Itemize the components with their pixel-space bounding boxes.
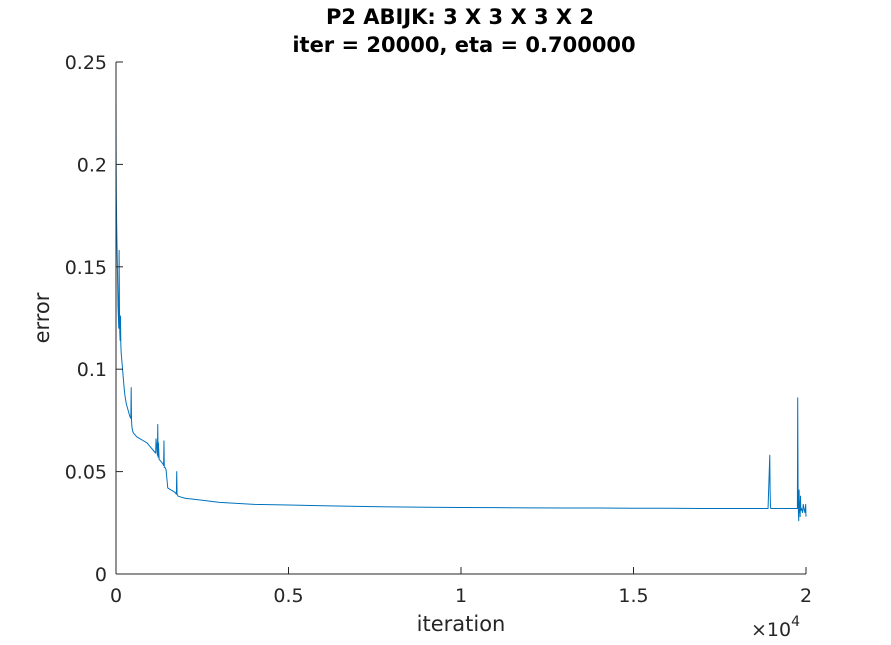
x-tick-label: 1.5	[618, 585, 648, 607]
x-tick-label: 2	[800, 585, 812, 607]
y-tick-label: 0	[95, 564, 107, 586]
y-tick-label: 0.1	[77, 359, 107, 381]
x-axis-label: iteration	[417, 612, 506, 636]
x-axis-exponent: ×104	[751, 614, 800, 641]
y-tick-label: 0.25	[65, 52, 107, 74]
x-tick-label: 1	[455, 585, 467, 607]
chart-subtitle: iter = 20000, eta = 0.700000	[292, 33, 635, 57]
plot-area	[115, 96, 807, 522]
y-tick-label: 0.2	[77, 154, 107, 176]
x-axis-exponent-base: ×10	[751, 619, 791, 641]
y-tick-label: 0.05	[65, 462, 107, 484]
series-line-0	[115, 96, 807, 522]
chart-title: P2 ABIJK: 3 X 3 X 3 X 2	[326, 5, 594, 29]
y-tick-label: 0.15	[65, 257, 107, 279]
y-axis-label: error	[30, 292, 54, 343]
x-axis-exponent-power: 4	[791, 614, 800, 630]
x-tick-label: 0.5	[273, 585, 303, 607]
x-axis-ticks: 0 0.5 1 1.5 2	[110, 567, 812, 607]
y-axis-ticks: 0 0.05 0.1 0.15 0.2 0.25	[65, 52, 123, 586]
x-tick-label: 0	[110, 585, 122, 607]
